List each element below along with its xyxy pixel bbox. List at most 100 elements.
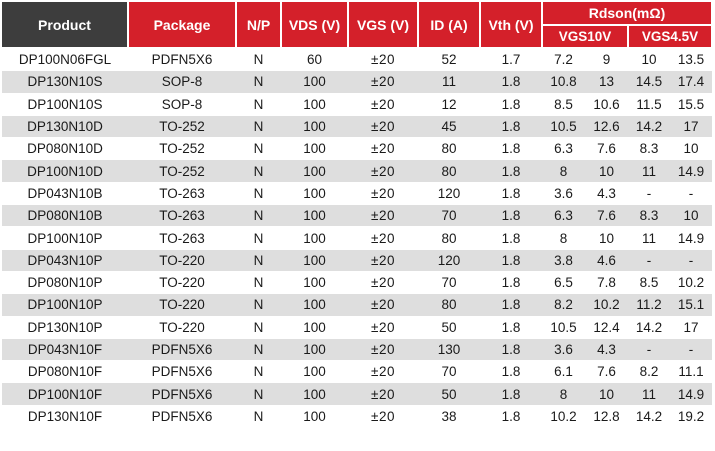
cell-rdson-vgs10v-typ: 6.1 <box>542 360 585 384</box>
table-body: DP100N06FGL PDFN5X6 N 60 ±20 52 1.7 7.2 9 10 13.5 D… <box>2 48 712 429</box>
cell-vds: 100 <box>281 93 348 116</box>
cell-vth: 1.8 <box>480 93 542 116</box>
cell-product: DP043N10F <box>2 338 128 362</box>
cell-rdson-vgs10v-max: 7.8 <box>585 271 628 295</box>
table-row: DP043N10F PDFN5X6 N 100 ±20 130 1.8 3.6 4.3- - <box>2 338 712 362</box>
cell-vgs: ±20 <box>348 405 418 429</box>
cell-vds: 100 <box>281 382 348 406</box>
cell-rdson-vgs4-5v-typ: - <box>628 249 670 272</box>
cell-rdson-vgs4-5v-max: 17.4 <box>670 70 712 94</box>
cell-package: TO-252 <box>128 137 236 161</box>
cell-rdson-vgs4-5v-max: 11.1 <box>670 360 712 384</box>
cell-rdson-vgs10v-max: 12.4 <box>585 316 628 339</box>
cell-rdson-vgs10v-typ: 10.8 <box>542 70 585 94</box>
cell-package: TO-252 <box>128 159 236 183</box>
table-row: DP043N10P TO-220 N 100 ±20 120 1.8 3.8 4.6- - <box>2 249 712 272</box>
cell-vds: 100 <box>281 338 348 362</box>
cell-rdson-vgs4-5v-max: 17 <box>670 115 712 139</box>
table-row: DP080N10B TO-263 N 100 ±20 70 1.8 6.3 7.6 8.3 10 <box>2 204 712 228</box>
cell-np: N <box>236 115 281 139</box>
cell-vds: 100 <box>281 249 348 272</box>
header-vgs4-5v: VGS4.5V <box>628 25 713 49</box>
cell-np: N <box>236 70 281 94</box>
cell-vds: 100 <box>281 204 348 228</box>
header-row-sub: VGS10V VGS4.5V <box>2 25 713 49</box>
cell-id: 70 <box>418 271 480 295</box>
cell-id: 12 <box>418 93 480 116</box>
cell-rdson-vgs4-5v-max: 14.9 <box>670 382 712 406</box>
cell-rdson-vgs4-5v-max: - <box>670 249 712 272</box>
cell-product: DP100N10D <box>2 159 128 183</box>
cell-package: TO-220 <box>128 249 236 272</box>
cell-package: PDFN5X6 <box>128 382 236 406</box>
cell-vth: 1.8 <box>480 226 542 250</box>
cell-rdson-vgs4-5v-typ: 11.2 <box>628 293 670 317</box>
cell-vth: 1.8 <box>480 182 542 206</box>
cell-np: N <box>236 159 281 183</box>
cell-rdson-vgs10v-typ: 8 <box>542 159 585 183</box>
cell-id: 50 <box>418 382 480 406</box>
cell-rdson-vgs10v-typ: 10.2 <box>542 405 585 429</box>
cell-rdson-vgs10v-typ: 6.3 <box>542 137 585 161</box>
cell-vth: 1.8 <box>480 360 542 384</box>
cell-np: N <box>236 93 281 116</box>
cell-rdson-vgs10v-max: 7.6 <box>585 360 628 384</box>
table-row: DP100N06FGL PDFN5X6 N 60 ±20 52 1.7 7.2 9 10 13.5 <box>2 48 712 72</box>
cell-np: N <box>236 405 281 429</box>
mosfet-product-table-container: Product Package N/P VDS (V) VGS (V) ID (… <box>2 2 713 429</box>
table-row: DP100N10F PDFN5X6 N 100 ±20 50 1.8 8 10 11 14.9 <box>2 382 712 406</box>
cell-rdson-vgs10v-max: 10 <box>585 382 628 406</box>
cell-rdson-vgs4-5v-typ: 11.5 <box>628 93 670 116</box>
cell-vds: 100 <box>281 316 348 339</box>
header-np: N/P <box>236 2 282 49</box>
cell-product: DP130N10F <box>2 405 128 429</box>
table-row: DP080N10P TO-220 N 100 ±20 70 1.8 6.5 7.8 8.5 10.2 <box>2 271 712 295</box>
cell-rdson-vgs4-5v-typ: - <box>628 182 670 206</box>
cell-product: DP080N10P <box>2 271 128 295</box>
cell-np: N <box>236 204 281 228</box>
header-vth: Vth (V) <box>480 2 543 49</box>
cell-product: DP043N10P <box>2 249 128 272</box>
cell-vth: 1.8 <box>480 115 542 139</box>
cell-id: 80 <box>418 159 480 183</box>
cell-vgs: ±20 <box>348 115 418 139</box>
cell-vth: 1.8 <box>480 405 542 429</box>
cell-id: 120 <box>418 182 480 206</box>
table-row: DP080N10F PDFN5X6 N 100 ±20 70 1.8 6.1 7.6 8.2 11.… <box>2 360 712 384</box>
cell-product: DP100N10S <box>2 93 128 116</box>
cell-rdson-vgs10v-typ: 6.3 <box>542 204 585 228</box>
cell-rdson-vgs10v-max: 12.8 <box>585 405 628 429</box>
cell-product: DP100N06FGL <box>2 48 128 72</box>
cell-vgs: ±20 <box>348 204 418 228</box>
cell-rdson-vgs4-5v-max: 13.5 <box>670 48 712 72</box>
cell-rdson-vgs4-5v-typ: 8.5 <box>628 271 670 295</box>
header-rdson: Rdson(mΩ) <box>542 2 713 26</box>
cell-rdson-vgs4-5v-max: 15.5 <box>670 93 712 116</box>
cell-rdson-vgs10v-typ: 8.2 <box>542 293 585 317</box>
cell-vth: 1.7 <box>480 48 542 72</box>
cell-vgs: ±20 <box>348 93 418 116</box>
cell-rdson-vgs10v-max: 12.6 <box>585 115 628 139</box>
cell-rdson-vgs4-5v-typ: 8.2 <box>628 360 670 384</box>
cell-vds: 100 <box>281 115 348 139</box>
table-row: DP100N10D TO-252 N 100 ±20 80 1.8 8 10 11 14.9 <box>2 159 712 183</box>
cell-id: 80 <box>418 137 480 161</box>
cell-rdson-vgs10v-max: 4.3 <box>585 338 628 362</box>
cell-package: PDFN5X6 <box>128 360 236 384</box>
table-row: DP130N10D TO-252 N 100 ±20 45 1.8 10.5 12.6 14.2 1… <box>2 115 712 139</box>
table-row: DP043N10B TO-263 N 100 ±20 120 1.8 3.6 4.3- - <box>2 182 712 206</box>
cell-package: TO-263 <box>128 226 236 250</box>
mosfet-product-table: Product Package N/P VDS (V) VGS (V) ID (… <box>2 2 713 429</box>
cell-np: N <box>236 382 281 406</box>
cell-vth: 1.8 <box>480 293 542 317</box>
cell-vds: 60 <box>281 48 348 72</box>
cell-rdson-vgs4-5v-max: 10 <box>670 204 712 228</box>
table-row: DP100N10P TO-263 N 100 ±20 80 1.8 8 10 11 14.9 <box>2 226 712 250</box>
cell-rdson-vgs10v-typ: 8.5 <box>542 93 585 116</box>
cell-rdson-vgs10v-max: 10 <box>585 226 628 250</box>
cell-vth: 1.8 <box>480 204 542 228</box>
cell-rdson-vgs4-5v-typ: 14.2 <box>628 405 670 429</box>
cell-vgs: ±20 <box>348 226 418 250</box>
cell-np: N <box>236 338 281 362</box>
cell-id: 80 <box>418 226 480 250</box>
